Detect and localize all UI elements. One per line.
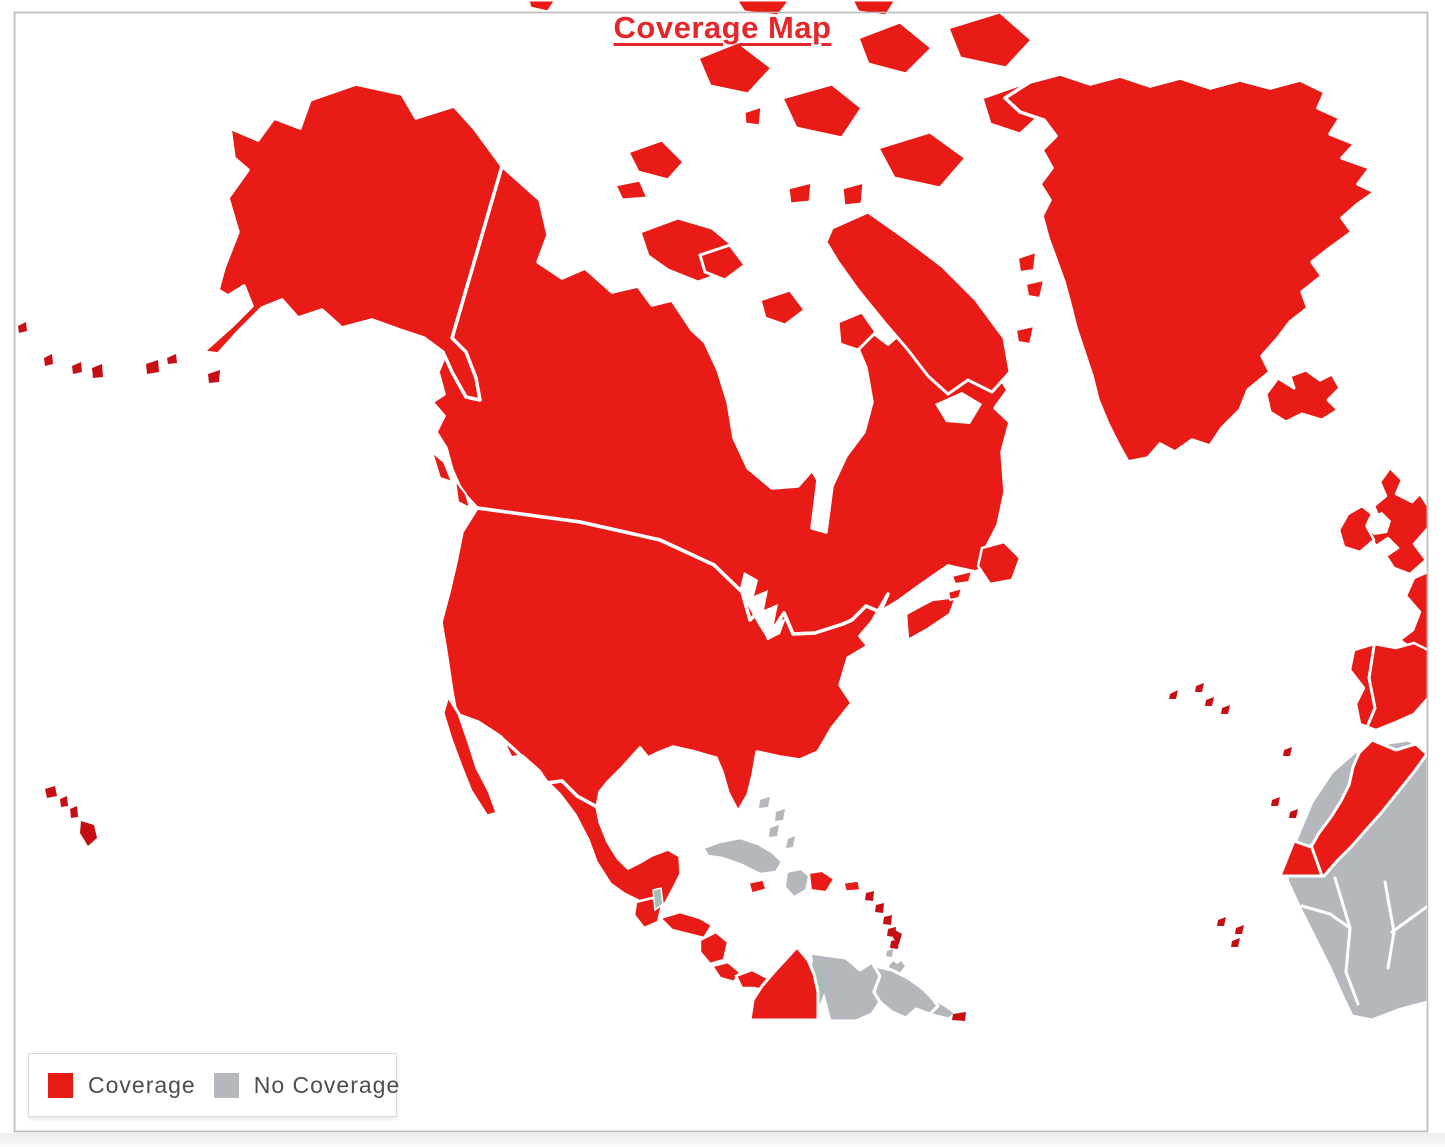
map-frame-edge	[13, 11, 1429, 1133]
no-coverage-swatch	[213, 1072, 239, 1098]
region-africa	[1285, 738, 1430, 1022]
page-bottom-fade	[0, 1133, 1445, 1147]
region-colombia	[748, 945, 820, 1022]
page-title: Coverage Map	[613, 10, 832, 45]
region-iberia	[1348, 641, 1430, 732]
region-venezuela-west	[812, 962, 826, 1004]
region-alaska	[201, 82, 504, 402]
region-honduras	[657, 910, 714, 940]
region-madeira-canary	[1271, 747, 1298, 818]
legend-item-no-coverage: No Coverage	[213, 1071, 419, 1099]
legend-item-coverage: Coverage	[48, 1072, 214, 1099]
region-nicaragua	[698, 930, 730, 966]
region-bahamas	[759, 797, 795, 848]
region-haiti	[783, 867, 811, 899]
region-jamaica	[748, 879, 767, 894]
region-uk	[1366, 466, 1430, 576]
region-dominican-republic	[807, 869, 836, 894]
coverage-swatch	[48, 1072, 73, 1098]
region-cuba	[701, 836, 784, 876]
region-puerto-rico	[843, 880, 861, 892]
region-morocco-wsahara	[1278, 738, 1429, 878]
region-belize	[652, 887, 664, 912]
coverage-label: Coverage	[88, 1071, 196, 1098]
country-border-lines	[1300, 644, 1430, 1006]
water-overlays	[740, 392, 1391, 640]
region-azores	[1169, 683, 1230, 714]
region-iceland	[1264, 368, 1342, 424]
region-ireland	[1337, 504, 1376, 554]
region-south-america	[808, 951, 958, 1023]
region-maritimes	[904, 586, 964, 643]
region-greenland	[1003, 72, 1377, 464]
legend: Coverage No Coverage	[28, 1053, 399, 1117]
region-baja-california	[441, 694, 499, 818]
region-greenland-islets	[1014, 250, 1046, 346]
region-lesser-antilles	[865, 891, 902, 949]
region-newfoundland	[976, 540, 1022, 586]
region-cape-verde	[1217, 917, 1244, 947]
region-anticosti	[950, 569, 974, 586]
region-aleutians	[18, 322, 220, 383]
region-vancouver-island	[430, 449, 472, 510]
no-coverage-label: No Coverage	[253, 1071, 401, 1098]
region-hawaii	[45, 786, 97, 846]
region-trinidad	[952, 1012, 966, 1021]
